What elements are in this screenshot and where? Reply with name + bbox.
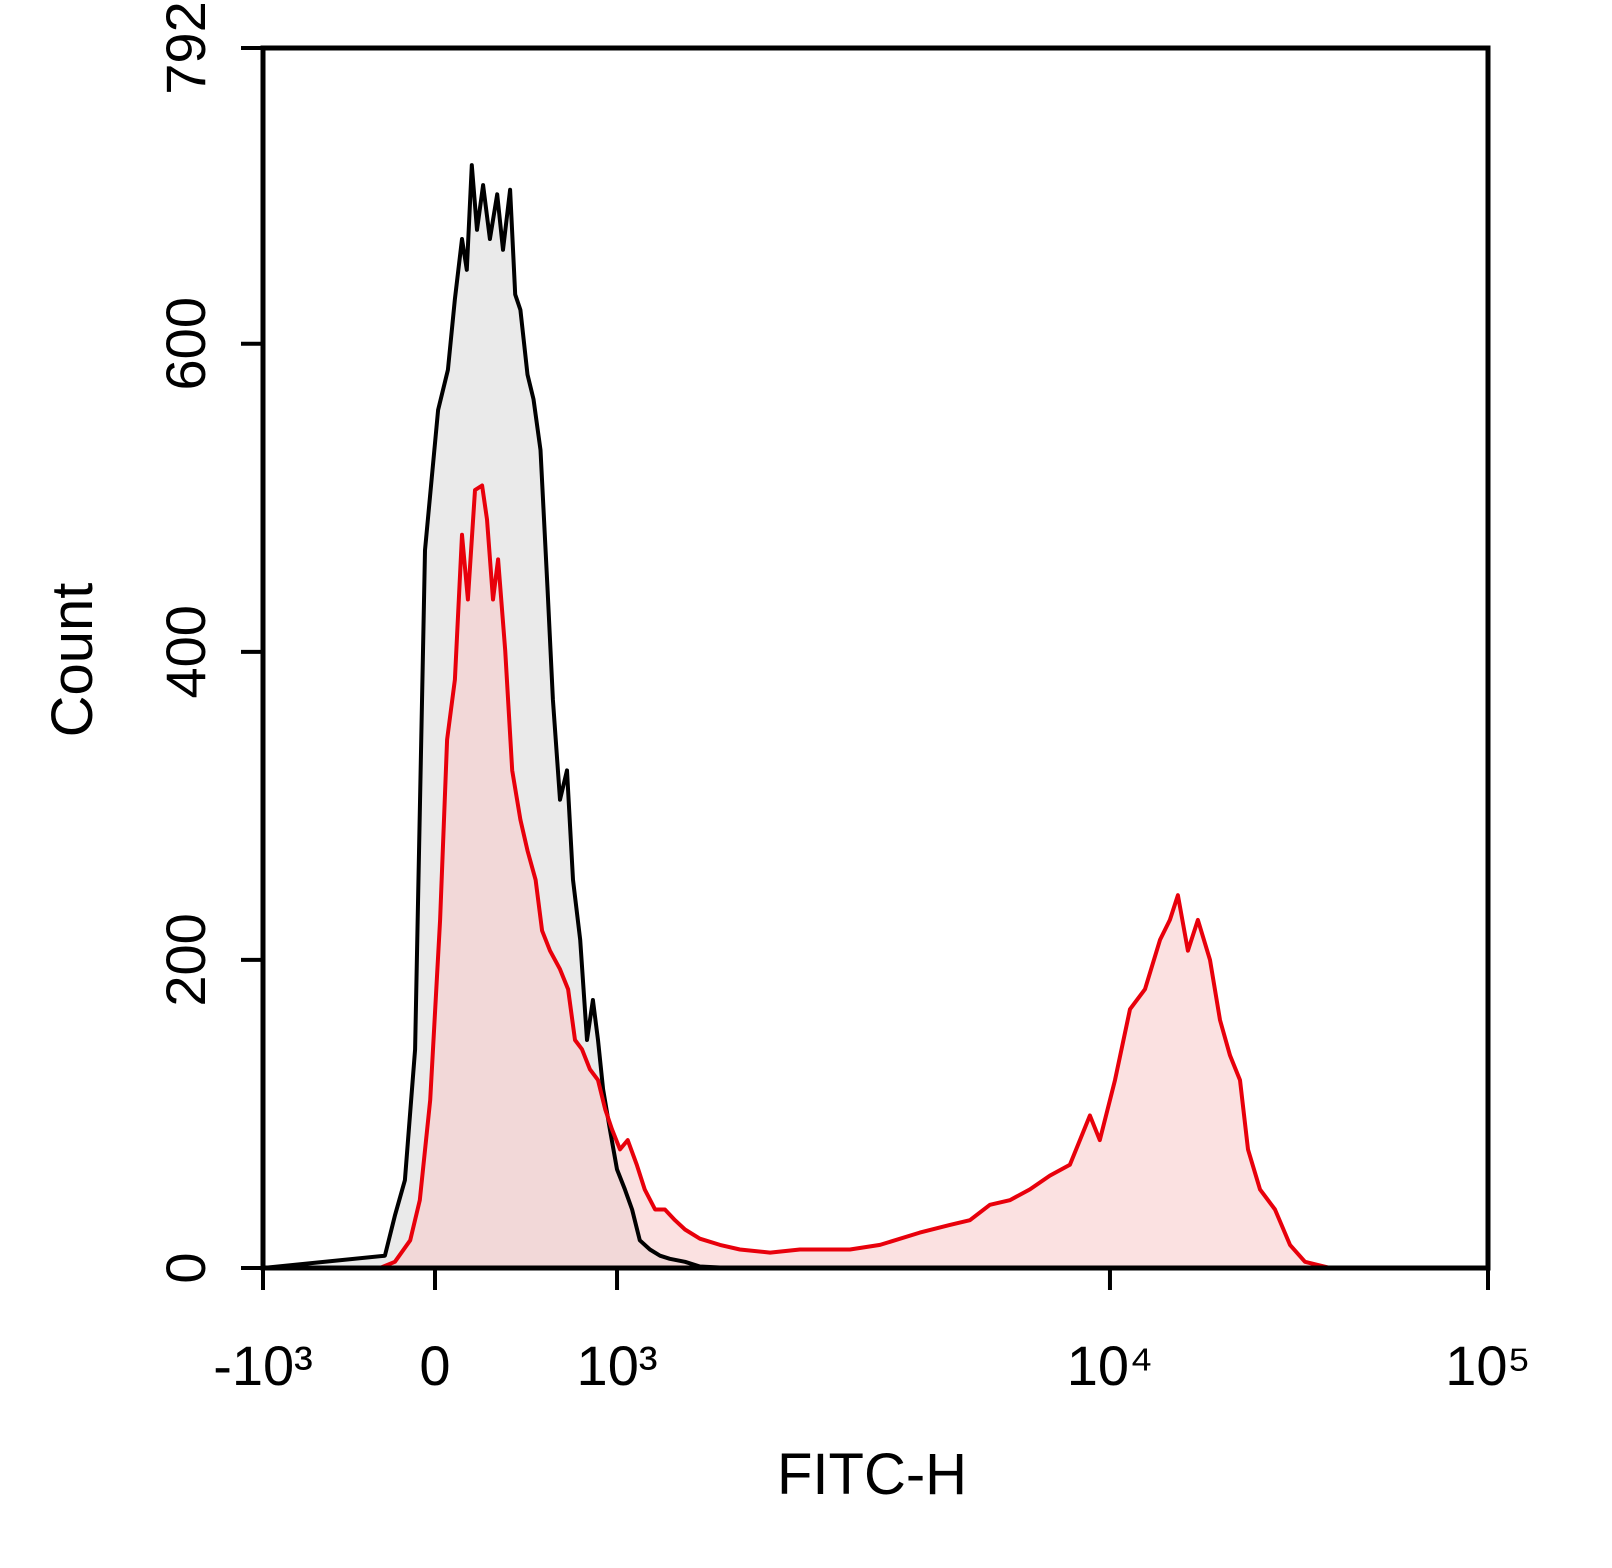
y-axis-label: Count	[40, 583, 105, 738]
histogram-line	[262, 163, 1488, 1270]
y-tick-label: 600	[154, 297, 217, 390]
plot-frame	[260, 45, 1491, 1271]
x-tick-label: 10⁵	[1445, 1334, 1531, 1397]
x-tick-label: -10³	[213, 1334, 313, 1397]
y-tick-label: 200	[154, 913, 217, 1006]
x-tick-label: 10⁴	[1067, 1334, 1153, 1397]
x-axis-label: FITC-H	[777, 1442, 967, 1507]
histogram-line	[263, 483, 1488, 1270]
y-tick-label: 400	[154, 605, 217, 698]
histogram-area	[263, 485, 1488, 1268]
x-tick-label: 0	[419, 1334, 450, 1397]
y-tick-label: 792	[154, 1, 217, 94]
x-tick-label: 10³	[577, 1334, 658, 1397]
y-tick-label: 0	[154, 1252, 217, 1283]
